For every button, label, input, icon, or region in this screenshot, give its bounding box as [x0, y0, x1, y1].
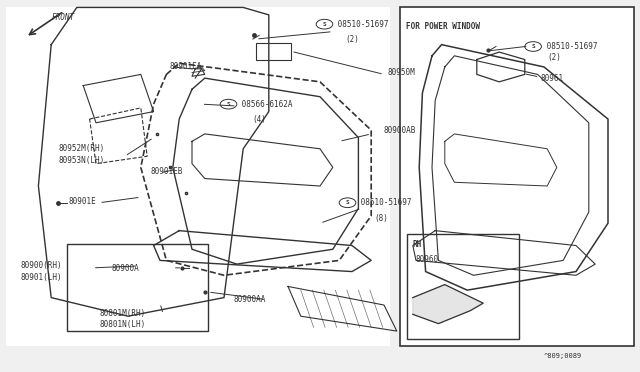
Text: S: S — [323, 22, 326, 27]
Text: 80950M: 80950M — [387, 68, 415, 77]
Bar — [256, 43, 291, 60]
Text: (2): (2) — [547, 53, 561, 62]
Text: (8): (8) — [374, 214, 388, 223]
Text: 80901E: 80901E — [68, 197, 96, 206]
Text: 80953N(LH): 80953N(LH) — [59, 156, 105, 165]
FancyBboxPatch shape — [400, 7, 634, 346]
Text: 08510-51697: 08510-51697 — [356, 198, 412, 207]
Text: 80901EA: 80901EA — [170, 62, 202, 71]
Text: ^809;0089: ^809;0089 — [544, 353, 582, 359]
Text: (4): (4) — [253, 115, 267, 124]
Polygon shape — [413, 285, 483, 324]
Text: 80960: 80960 — [416, 255, 439, 264]
Text: 80901(LH): 80901(LH) — [20, 273, 62, 282]
Text: 08510-51697: 08510-51697 — [542, 42, 598, 51]
Text: RH: RH — [413, 240, 422, 249]
Text: 80900A: 80900A — [112, 264, 140, 273]
Text: 80961: 80961 — [541, 74, 564, 83]
Text: S: S — [346, 200, 349, 205]
Text: 80900AB: 80900AB — [384, 126, 417, 135]
Text: (2): (2) — [346, 35, 360, 44]
Text: FOR POWER WINDOW: FOR POWER WINDOW — [406, 22, 481, 31]
Text: 80900AA: 80900AA — [234, 295, 266, 304]
Text: 80900(RH): 80900(RH) — [20, 262, 62, 270]
Bar — [6, 7, 390, 346]
Text: FRONT: FRONT — [51, 13, 74, 22]
Text: S: S — [531, 44, 535, 49]
Bar — [407, 234, 519, 339]
Text: 08510-51697: 08510-51697 — [333, 20, 388, 29]
Text: 08566-6162A: 08566-6162A — [237, 100, 292, 109]
Text: 80801M(RH): 80801M(RH) — [99, 309, 145, 318]
Text: 80901EB: 80901EB — [150, 167, 183, 176]
Text: 80952M(RH): 80952M(RH) — [59, 144, 105, 153]
Text: 80801N(LH): 80801N(LH) — [99, 320, 145, 329]
Text: S: S — [227, 102, 230, 107]
Bar — [67, 244, 208, 331]
